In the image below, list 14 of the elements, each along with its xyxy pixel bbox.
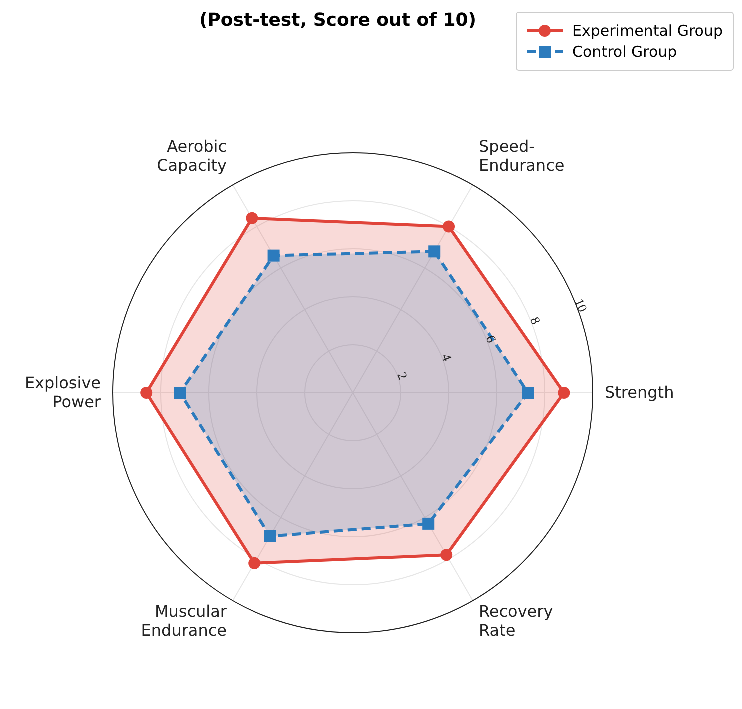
legend-label: Control Group — [572, 43, 678, 61]
y-tick-label: 4 — [438, 352, 456, 364]
y-tick-label: 6 — [483, 333, 500, 346]
spoke-label: Recovery Rate — [479, 602, 554, 640]
chart-title: (Post-test, Score out of 10) — [200, 10, 476, 31]
spoke-label: Muscular Endurance — [141, 602, 228, 640]
spoke-label: Speed- Endurance — [479, 136, 565, 175]
y-tick-label: 10 — [572, 296, 591, 314]
spoke-label: Strength — [605, 383, 674, 402]
y-tick-label: 8 — [528, 314, 544, 327]
y-tick-label: 2 — [394, 370, 411, 382]
legend-label: Experimental Group — [572, 22, 723, 40]
spoke-label: Aerobic Capacity — [157, 136, 227, 175]
spoke-label: Explosive Power — [24, 374, 102, 412]
